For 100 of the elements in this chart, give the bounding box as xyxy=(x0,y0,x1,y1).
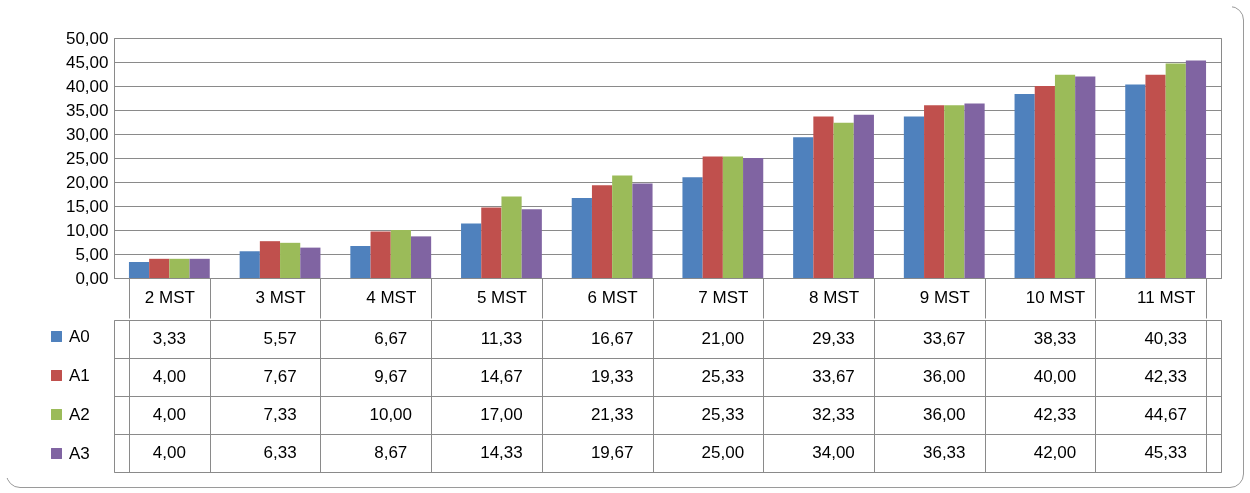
y-tick-label: 0,00 xyxy=(75,268,109,288)
bar xyxy=(813,116,834,278)
y-tick-label: 35,00 xyxy=(65,100,109,120)
legend-label: A2 xyxy=(69,404,90,424)
bar xyxy=(1185,60,1207,278)
data-label: 38,33 xyxy=(1033,329,1077,348)
bar xyxy=(682,177,703,278)
data-label: 6,33 xyxy=(263,443,297,462)
y-tick-label: 25,00 xyxy=(65,148,109,168)
y-tick-label: 40,00 xyxy=(65,76,109,96)
bar xyxy=(521,209,542,278)
bar xyxy=(571,197,592,278)
bar xyxy=(1075,76,1096,278)
data-label: 45,33 xyxy=(1144,443,1187,462)
data-label: 17,00 xyxy=(480,405,523,424)
data-label: 36,33 xyxy=(922,443,966,462)
bar xyxy=(481,207,502,278)
bar xyxy=(128,262,150,278)
bar xyxy=(370,231,391,278)
x-tick-label: 11 MST xyxy=(1137,287,1196,307)
bar xyxy=(169,258,190,278)
bar xyxy=(632,183,653,278)
data-label: 21,33 xyxy=(590,405,634,424)
data-label: 8,67 xyxy=(374,443,408,462)
bar xyxy=(722,156,744,278)
bar xyxy=(1014,94,1035,278)
data-label: 34,00 xyxy=(812,443,855,462)
x-tick-label: 7 MST xyxy=(698,287,749,307)
bar xyxy=(833,122,854,278)
bar xyxy=(924,105,945,278)
x-tick-label: 8 MST xyxy=(809,287,860,307)
y-tick-label: 50,00 xyxy=(65,28,109,48)
bar xyxy=(501,196,522,278)
data-label: 4,00 xyxy=(152,405,186,424)
bar xyxy=(410,236,432,278)
bar xyxy=(1165,63,1186,278)
bar xyxy=(280,242,301,278)
bar xyxy=(793,137,814,278)
data-label: 44,67 xyxy=(1144,405,1187,424)
data-label: 40,00 xyxy=(1033,367,1077,386)
bar xyxy=(591,185,613,278)
bar xyxy=(903,116,925,278)
x-tick-label: 9 MST xyxy=(919,287,970,307)
data-label: 5,57 xyxy=(263,329,297,348)
bar xyxy=(1034,86,1055,278)
x-tick-label: 2 MST xyxy=(144,287,195,307)
data-label: 11,33 xyxy=(480,329,523,348)
data-label: 29,33 xyxy=(812,329,855,348)
y-tick-label: 30,00 xyxy=(65,124,109,144)
data-label: 36,00 xyxy=(922,367,966,386)
y-tick-label: 20,00 xyxy=(65,172,109,192)
bar xyxy=(461,223,482,278)
data-label: 40,33 xyxy=(1144,329,1187,348)
data-label: 16,67 xyxy=(590,329,634,348)
data-label: 32,33 xyxy=(812,405,855,424)
bar xyxy=(300,247,321,278)
bar xyxy=(350,245,371,278)
data-label: 14,67 xyxy=(480,367,523,386)
data-label: 25,00 xyxy=(701,443,745,462)
data-label: 33,67 xyxy=(922,329,966,348)
bar xyxy=(944,105,965,278)
y-tick-label: 10,00 xyxy=(65,220,109,240)
bar xyxy=(1125,84,1146,278)
data-label: 4,00 xyxy=(152,367,186,386)
data-label: 7,33 xyxy=(263,405,297,424)
bar xyxy=(149,258,170,278)
x-tick-label: 4 MST xyxy=(366,287,417,307)
bar xyxy=(743,158,764,278)
data-label: 7,67 xyxy=(263,367,297,386)
x-tick-label: 10 MST xyxy=(1025,287,1086,307)
bar xyxy=(390,230,411,278)
y-tick-label: 15,00 xyxy=(65,196,109,216)
y-tick-label: 5,00 xyxy=(75,244,109,264)
data-label: 3,33 xyxy=(152,329,186,348)
data-label: 33,67 xyxy=(812,367,855,386)
legend-label: A3 xyxy=(69,443,90,463)
bar xyxy=(612,175,633,278)
bar xyxy=(189,258,210,278)
bar xyxy=(239,251,260,278)
data-label: 36,00 xyxy=(922,405,966,424)
data-label: 19,67 xyxy=(590,443,634,462)
data-label: 4,00 xyxy=(152,443,186,462)
bar xyxy=(853,114,874,278)
data-label: 9,67 xyxy=(374,367,408,386)
data-label: 6,67 xyxy=(374,329,408,348)
y-tick-label: 45,00 xyxy=(65,52,109,72)
data-label: 19,33 xyxy=(590,367,634,386)
data-label: 25,33 xyxy=(701,405,745,424)
data-label: 25,33 xyxy=(701,367,745,386)
legend-label: A1 xyxy=(69,365,90,385)
bar xyxy=(1145,74,1166,278)
data-label: 42,33 xyxy=(1033,405,1077,424)
bar xyxy=(964,103,985,278)
data-label: 10,00 xyxy=(369,405,413,424)
legend-label: A0 xyxy=(69,326,90,346)
bar xyxy=(259,241,281,278)
bar xyxy=(1054,74,1076,278)
data-label: 42,33 xyxy=(1144,367,1187,386)
data-label: 42,00 xyxy=(1033,443,1077,462)
x-tick-label: 5 MST xyxy=(476,287,527,307)
